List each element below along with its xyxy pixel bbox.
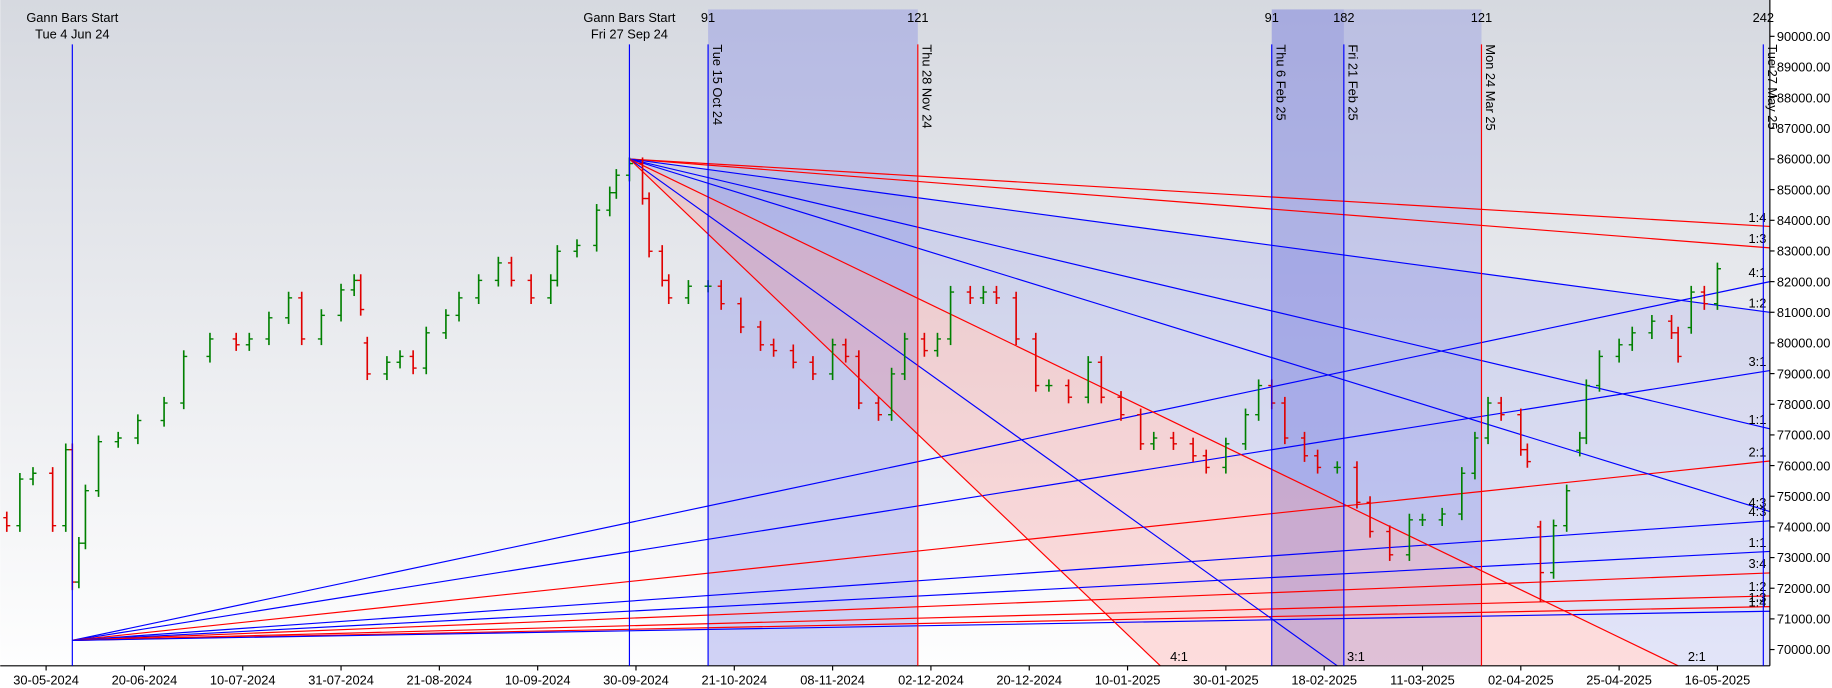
- y-tick-label: 74000.00: [1777, 520, 1831, 535]
- bar-count: 91: [1265, 10, 1279, 25]
- time-band: [1271, 9, 1344, 666]
- x-tick-label: 10-01-2025: [1095, 672, 1161, 687]
- vertical-line-label: Tue 27 May 25: [1765, 44, 1780, 129]
- x-tick-label: 30-01-2025: [1193, 672, 1259, 687]
- fan-label: 1:1: [1749, 535, 1767, 550]
- bar-count: 121: [1471, 10, 1492, 25]
- vertical-line-label: Thu 28 Nov 24: [919, 44, 934, 128]
- bar-count: 121: [907, 10, 928, 25]
- fan-label: 1:2: [1749, 579, 1767, 594]
- x-tick-label: 18-02-2025: [1291, 672, 1357, 687]
- y-tick-label: 76000.00: [1777, 458, 1831, 473]
- fan-line: [629, 158, 1161, 666]
- fan-label: 1:3: [1749, 231, 1767, 246]
- fan-line: [72, 281, 1770, 641]
- fan-label: 3:1: [1749, 354, 1767, 369]
- y-tick-label: 77000.00: [1777, 428, 1831, 443]
- vertical-line-label: Mon 24 Mar 25: [1483, 44, 1498, 130]
- y-tick-label: 90000.00: [1777, 29, 1831, 44]
- x-tick-label: 11-03-2025: [1390, 672, 1455, 687]
- fan-label: 2:1: [1749, 444, 1767, 459]
- fan-label: 1:1: [1749, 412, 1767, 427]
- bar-count: 242: [1753, 10, 1774, 25]
- vertical-line-label: Tue 4 Jun 24: [35, 27, 109, 42]
- fan-line: [72, 550, 1770, 641]
- y-tick-label: 73000.00: [1777, 550, 1831, 565]
- fan-label: 2:1: [1688, 649, 1706, 664]
- x-tick-label: 10-09-2024: [505, 672, 571, 687]
- fan-label: 4:3: [1749, 495, 1767, 510]
- fan-label: 3:1: [1347, 649, 1365, 664]
- bar-count: 182: [1333, 10, 1354, 25]
- y-tick-label: 75000.00: [1777, 489, 1831, 504]
- x-tick-label: 02-04-2025: [1488, 672, 1554, 687]
- y-tick-label: 80000.00: [1777, 336, 1831, 351]
- y-tick-label: 82000.00: [1777, 274, 1831, 289]
- fan-line: [629, 158, 1679, 666]
- x-tick-label: 20-12-2024: [996, 672, 1062, 687]
- bar-count: 91: [701, 10, 715, 25]
- plot-area: [3, 9, 1770, 666]
- y-tick-label: 78000.00: [1777, 397, 1831, 412]
- y-tick-label: 72000.00: [1777, 581, 1831, 596]
- fan-line: [72, 460, 1770, 641]
- vertical-line-label: Fri 21 Feb 25: [1346, 44, 1361, 120]
- y-tick-label: 87000.00: [1777, 121, 1831, 136]
- x-axis-band: [0, 665, 1832, 688]
- fan-line: [629, 158, 1770, 430]
- vertical-line-title: Gann Bars Start: [26, 10, 118, 25]
- fan-line: [629, 158, 1770, 313]
- vertical-line-label: Fri 27 Sep 24: [591, 27, 668, 42]
- time-band: [1271, 9, 1482, 666]
- y-tick-label: 84000.00: [1777, 213, 1831, 228]
- vertical-line-label: Thu 6 Feb 25: [1273, 44, 1288, 120]
- x-tick-label: 21-10-2024: [701, 672, 767, 687]
- fan-line: [629, 158, 1770, 249]
- y-tick-label: 71000.00: [1777, 612, 1831, 627]
- fan-line: [72, 610, 1770, 641]
- fan-label: 1:4: [1749, 210, 1767, 225]
- x-tick-label: 16-05-2025: [1685, 672, 1751, 687]
- y-tick-label: 79000.00: [1777, 366, 1831, 381]
- x-tick-label: 10-07-2024: [210, 672, 276, 687]
- x-tick-label: 30-05-2024: [13, 672, 79, 687]
- fan-label: 3:4: [1749, 556, 1767, 571]
- y-tick-label: 70000.00: [1777, 642, 1831, 657]
- fan-line: [629, 158, 1770, 228]
- y-tick-label: 86000.00: [1777, 152, 1831, 167]
- y-axis-band: [1769, 0, 1832, 688]
- fan-line: [72, 595, 1770, 641]
- x-tick-label: 20-06-2024: [112, 672, 178, 687]
- vertical-line-label: Tue 15 Oct 24: [710, 44, 725, 125]
- fan-label: 4:1: [1749, 265, 1767, 280]
- fan-label: 1:3: [1749, 590, 1767, 605]
- fan-label: 4:1: [1170, 649, 1188, 664]
- fan-label: 4:3: [1749, 504, 1767, 519]
- x-tick-label: 31-07-2024: [308, 672, 374, 687]
- x-tick-label: 25-04-2025: [1586, 672, 1652, 687]
- fan-line: [72, 606, 1770, 641]
- y-tick-label: 85000.00: [1777, 182, 1831, 197]
- fan-line: [629, 158, 1338, 666]
- fan-line: [72, 369, 1770, 641]
- x-tick-label: 08-11-2024: [800, 672, 865, 687]
- fan-label: 1:2: [1749, 296, 1767, 311]
- y-tick-label: 81000.00: [1777, 305, 1831, 320]
- fan-wedge: [629, 158, 1770, 666]
- x-tick-label: 02-12-2024: [898, 672, 964, 687]
- fan-label: 1:4: [1749, 595, 1767, 610]
- y-tick-label: 89000.00: [1777, 60, 1831, 75]
- time-band: [708, 9, 918, 666]
- vertical-line-title: Gann Bars Start: [583, 10, 675, 25]
- x-tick-label: 30-09-2024: [603, 672, 669, 687]
- y-tick-label: 88000.00: [1777, 90, 1831, 105]
- annotations: 4:13:12:14:31:13:41:21:31:41:41:31:21:14…: [1170, 210, 1766, 664]
- fan-line: [72, 520, 1770, 641]
- y-tick-label: 83000.00: [1777, 244, 1831, 259]
- x-tick-label: 21-08-2024: [407, 672, 473, 687]
- fan-line: [72, 572, 1770, 641]
